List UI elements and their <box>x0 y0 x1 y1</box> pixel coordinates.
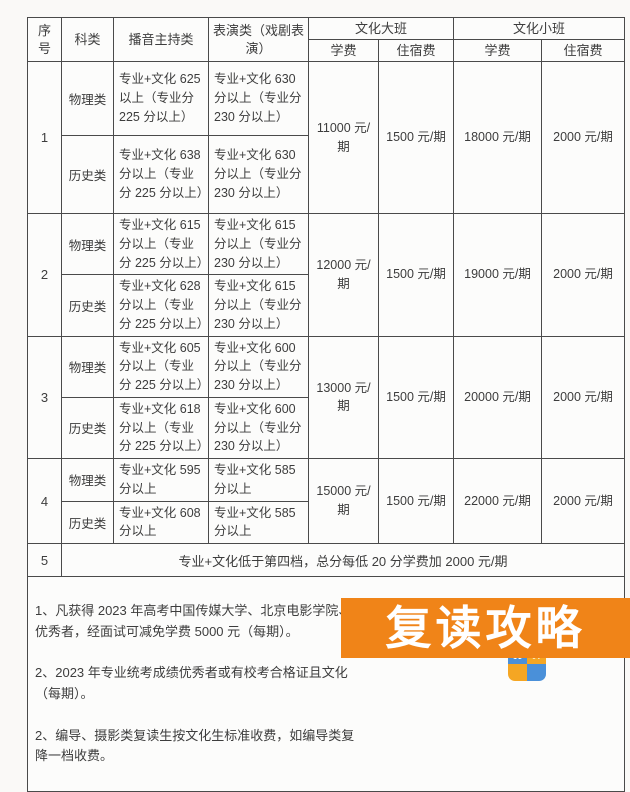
fee-cell: 1500 元/期 <box>377 458 455 544</box>
col-header-performance: 表演类（戏剧表演） <box>208 17 309 62</box>
score-cell: 专业+文化 638 分以上（专业分 225 分以上） <box>113 135 209 214</box>
score-cell: 专业+文化 608 分以上 <box>113 500 209 544</box>
fee-cell: 18000 元/期 <box>453 61 543 214</box>
fee-cell: 2000 元/期 <box>541 213 626 337</box>
col-header-culture-big: 文化大班 <box>307 17 455 40</box>
table-row: 2 物理类 专业+文化 615 分以上（专业分 225 分以上） 专业+文化 6… <box>27 212 626 337</box>
fee-cell: 1500 元/期 <box>377 213 455 337</box>
col-header-small-accommodation: 住宿费 <box>541 39 626 62</box>
category-cell: 历史类 <box>61 500 114 544</box>
table-row: 1 物理类 专业+文化 625 以上（专业分 225 分以上） 专业+文化 63… <box>27 61 626 214</box>
category-cell: 物理类 <box>61 458 114 502</box>
category-cell: 历史类 <box>61 396 114 460</box>
category-cell: 历史类 <box>61 274 114 337</box>
category-cell: 物理类 <box>61 335 114 398</box>
seq-cell: 3 <box>27 335 62 459</box>
fee-cell: 11000 元/期 <box>308 61 379 214</box>
score-cell: 专业+文化 630 分以上（专业分 230 分以上） <box>208 61 309 136</box>
seq-cell: 4 <box>27 458 62 544</box>
col-header-small-tuition: 学费 <box>453 39 543 62</box>
table-row: 历史类 专业+文化 628 分以上（专业分 225 分以上） 专业+文化 615… <box>28 274 625 337</box>
table-row: 4 物理类 专业+文化 595 分以上 专业+文化 585 分以上 15000 … <box>27 458 626 544</box>
tier5-note-cell: 专业+文化低于第四档，总分每低 20 分学费加 2000 元/期 <box>60 543 626 577</box>
table-row: 5 专业+文化低于第四档，总分每低 20 分学费加 2000 元/期 <box>27 543 626 577</box>
col-header-culture-small: 文化小班 <box>453 17 626 40</box>
header-row-1: 序号 科类 播音主持类 表演类（戏剧表演） 文化大班 文化小班 <box>27 17 626 62</box>
fee-cell: 13000 元/期 <box>308 335 379 459</box>
score-cell: 专业+文化 595 分以上 <box>113 458 209 502</box>
col-header-category: 科类 <box>61 17 114 62</box>
category-cell: 物理类 <box>61 212 114 276</box>
fee-cell: 1500 元/期 <box>377 61 455 214</box>
logo-cell-orange <box>508 664 527 681</box>
fee-cell: 22000 元/期 <box>453 458 543 544</box>
fee-cell: 2000 元/期 <box>541 61 626 214</box>
fudu-gonglue-banner: 复读攻略 <box>341 598 630 658</box>
table-row: 历史类 专业+文化 638 分以上（专业分 225 分以上） 专业+文化 630… <box>28 135 625 214</box>
fee-cell: 15000 元/期 <box>308 458 379 544</box>
fee-cell: 1500 元/期 <box>377 335 455 459</box>
tuition-fee-table: 序号 科类 播音主持类 表演类（戏剧表演） 文化大班 文化小班 学费 住宿费 学… <box>26 17 626 792</box>
score-cell: 专业+文化 615 分以上（专业分 230 分以上） <box>208 274 309 337</box>
header-row-2: 学费 住宿费 学费 住宿费 <box>28 39 626 62</box>
page: 序号 科类 播音主持类 表演类（戏剧表演） 文化大班 文化小班 学费 住宿费 学… <box>26 17 630 792</box>
fee-cell: 2000 元/期 <box>541 335 626 459</box>
col-header-broadcast: 播音主持类 <box>113 17 209 62</box>
score-cell: 专业+文化 625 以上（专业分 225 分以上） <box>113 61 209 136</box>
fee-cell: 2000 元/期 <box>541 458 626 544</box>
fee-cell: 12000 元/期 <box>308 213 379 337</box>
score-cell: 专业+文化 628 分以上（专业分 225 分以上） <box>113 274 209 337</box>
category-cell: 历史类 <box>61 135 114 214</box>
table-row: 历史类 专业+文化 608 分以上 专业+文化 585 分以上 <box>28 500 625 544</box>
col-header-seq: 序号 <box>27 17 62 62</box>
score-cell: 专业+文化 630 分以上（专业分 230 分以上） <box>208 135 309 214</box>
score-cell: 专业+文化 615 分以上（专业分 225 分以上） <box>113 212 209 276</box>
col-header-big-tuition: 学费 <box>308 39 379 62</box>
seq-cell: 2 <box>27 213 62 337</box>
table-row: 3 物理类 专业+文化 605 分以上（专业分 225 分以上） 专业+文化 6… <box>27 335 626 459</box>
score-cell: 专业+文化 600 分以上（专业分 230 分以上） <box>208 335 309 398</box>
col-header-big-accommodation: 住宿费 <box>377 39 455 62</box>
seq-cell: 5 <box>27 543 62 577</box>
logo-cell-blue <box>527 664 546 681</box>
score-cell: 专业+文化 615 分以上（专业分 230 分以上） <box>208 212 309 276</box>
fee-cell: 19000 元/期 <box>453 213 543 337</box>
note-3: 2、编导、摄影类复读生按文化生标准收费，如编导类复 降一档收费。 <box>35 727 355 764</box>
score-cell: 专业+文化 605 分以上（专业分 225 分以上） <box>113 335 209 398</box>
category-cell: 物理类 <box>61 61 114 136</box>
score-cell: 专业+文化 600 分以上（专业分 230 分以上） <box>208 396 309 460</box>
score-cell: 专业+文化 585 分以上 <box>208 458 309 502</box>
score-cell: 专业+文化 585 分以上 <box>208 500 309 544</box>
seq-cell: 1 <box>27 61 62 214</box>
score-cell: 专业+文化 618 分以上（专业分 225 分以上） <box>113 396 209 460</box>
fee-cell: 20000 元/期 <box>453 335 543 459</box>
banner-text: 复读攻略 <box>385 602 586 654</box>
table-row: 历史类 专业+文化 618 分以上（专业分 225 分以上） 专业+文化 600… <box>28 396 625 460</box>
